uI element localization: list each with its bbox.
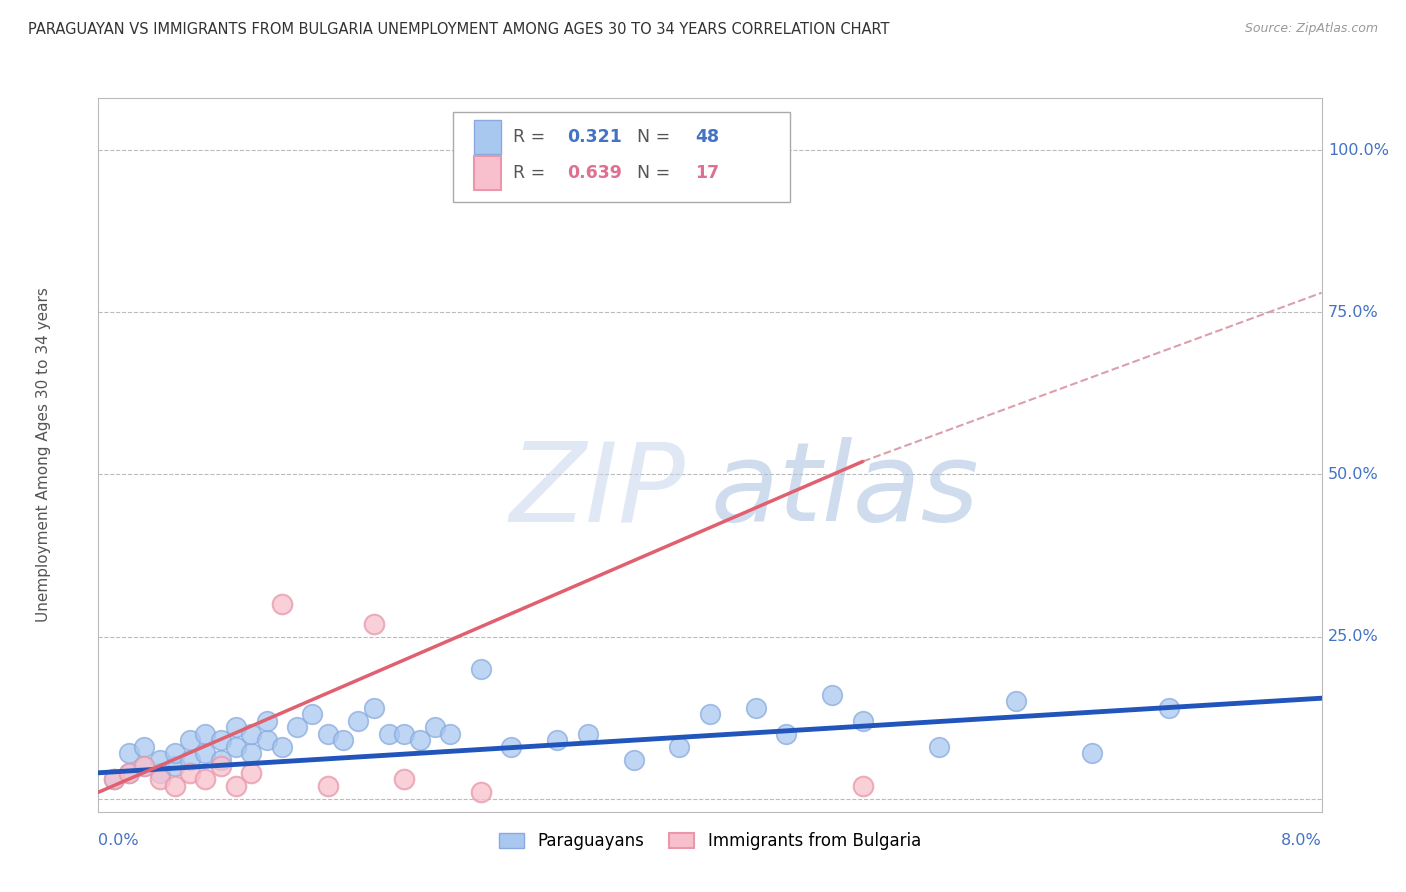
Point <box>225 720 247 734</box>
Point <box>270 739 294 754</box>
Point <box>301 707 323 722</box>
Point <box>392 772 416 787</box>
Point <box>194 747 217 761</box>
Point <box>392 727 416 741</box>
Point <box>408 733 430 747</box>
Point <box>194 727 217 741</box>
Text: Source: ZipAtlas.com: Source: ZipAtlas.com <box>1244 22 1378 36</box>
Point <box>256 733 278 747</box>
Point <box>470 785 492 799</box>
Point <box>149 753 172 767</box>
Point <box>745 701 768 715</box>
Point <box>423 720 446 734</box>
Text: 0.0%: 0.0% <box>98 833 139 848</box>
Point <box>118 765 141 780</box>
Point <box>209 753 232 767</box>
Text: atlas: atlas <box>710 437 979 544</box>
Point <box>240 765 263 780</box>
Text: PARAGUAYAN VS IMMIGRANTS FROM BULGARIA UNEMPLOYMENT AMONG AGES 30 TO 34 YEARS CO: PARAGUAYAN VS IMMIGRANTS FROM BULGARIA U… <box>28 22 890 37</box>
FancyBboxPatch shape <box>474 120 501 154</box>
Point <box>163 779 186 793</box>
Point <box>546 733 568 747</box>
Point <box>623 143 645 157</box>
FancyBboxPatch shape <box>453 112 790 202</box>
Text: ZIP: ZIP <box>510 437 686 544</box>
Point <box>209 733 232 747</box>
Point <box>347 714 370 728</box>
Point <box>316 727 339 741</box>
Text: R =: R = <box>513 128 551 146</box>
Text: N =: N = <box>637 164 675 182</box>
Point <box>240 747 263 761</box>
Point <box>285 720 308 734</box>
Text: N =: N = <box>637 128 675 146</box>
Point <box>852 714 875 728</box>
Point <box>134 759 156 773</box>
Point <box>179 765 201 780</box>
Point <box>270 597 294 611</box>
Point <box>225 739 247 754</box>
Point <box>821 688 844 702</box>
Point <box>1004 694 1026 708</box>
Point <box>149 772 172 787</box>
FancyBboxPatch shape <box>474 156 501 190</box>
Point <box>775 727 797 741</box>
Point <box>668 739 690 754</box>
Point <box>118 765 141 780</box>
Point <box>576 727 599 741</box>
Point <box>134 739 156 754</box>
Point <box>623 753 645 767</box>
Text: 25.0%: 25.0% <box>1327 629 1378 644</box>
Point <box>225 779 247 793</box>
Point <box>163 759 186 773</box>
Point <box>256 714 278 728</box>
Point <box>118 747 141 761</box>
Point <box>439 727 461 741</box>
Text: Unemployment Among Ages 30 to 34 years: Unemployment Among Ages 30 to 34 years <box>37 287 51 623</box>
Point <box>163 747 186 761</box>
Point <box>332 733 354 747</box>
Text: 100.0%: 100.0% <box>1327 143 1389 158</box>
Point <box>240 727 263 741</box>
Text: 8.0%: 8.0% <box>1281 833 1322 848</box>
Legend: Paraguayans, Immigrants from Bulgaria: Paraguayans, Immigrants from Bulgaria <box>492 826 928 857</box>
Point <box>363 616 385 631</box>
Text: 50.0%: 50.0% <box>1327 467 1378 482</box>
Point <box>103 772 125 787</box>
Point <box>179 733 201 747</box>
Point <box>928 739 950 754</box>
Point <box>699 707 721 722</box>
Point <box>363 701 385 715</box>
Point <box>134 759 156 773</box>
Text: 17: 17 <box>696 164 720 182</box>
Point <box>852 779 875 793</box>
Point <box>149 765 172 780</box>
Point <box>209 759 232 773</box>
Point <box>316 779 339 793</box>
Point <box>1157 701 1180 715</box>
Point <box>194 772 217 787</box>
Text: 0.639: 0.639 <box>567 164 621 182</box>
Point <box>103 772 125 787</box>
Point <box>378 727 401 741</box>
Point <box>179 753 201 767</box>
Point <box>501 739 523 754</box>
Text: 48: 48 <box>696 128 720 146</box>
Text: R =: R = <box>513 164 551 182</box>
Point <box>470 662 492 676</box>
Text: 75.0%: 75.0% <box>1327 305 1378 319</box>
Point <box>1081 747 1104 761</box>
Text: 0.321: 0.321 <box>567 128 621 146</box>
